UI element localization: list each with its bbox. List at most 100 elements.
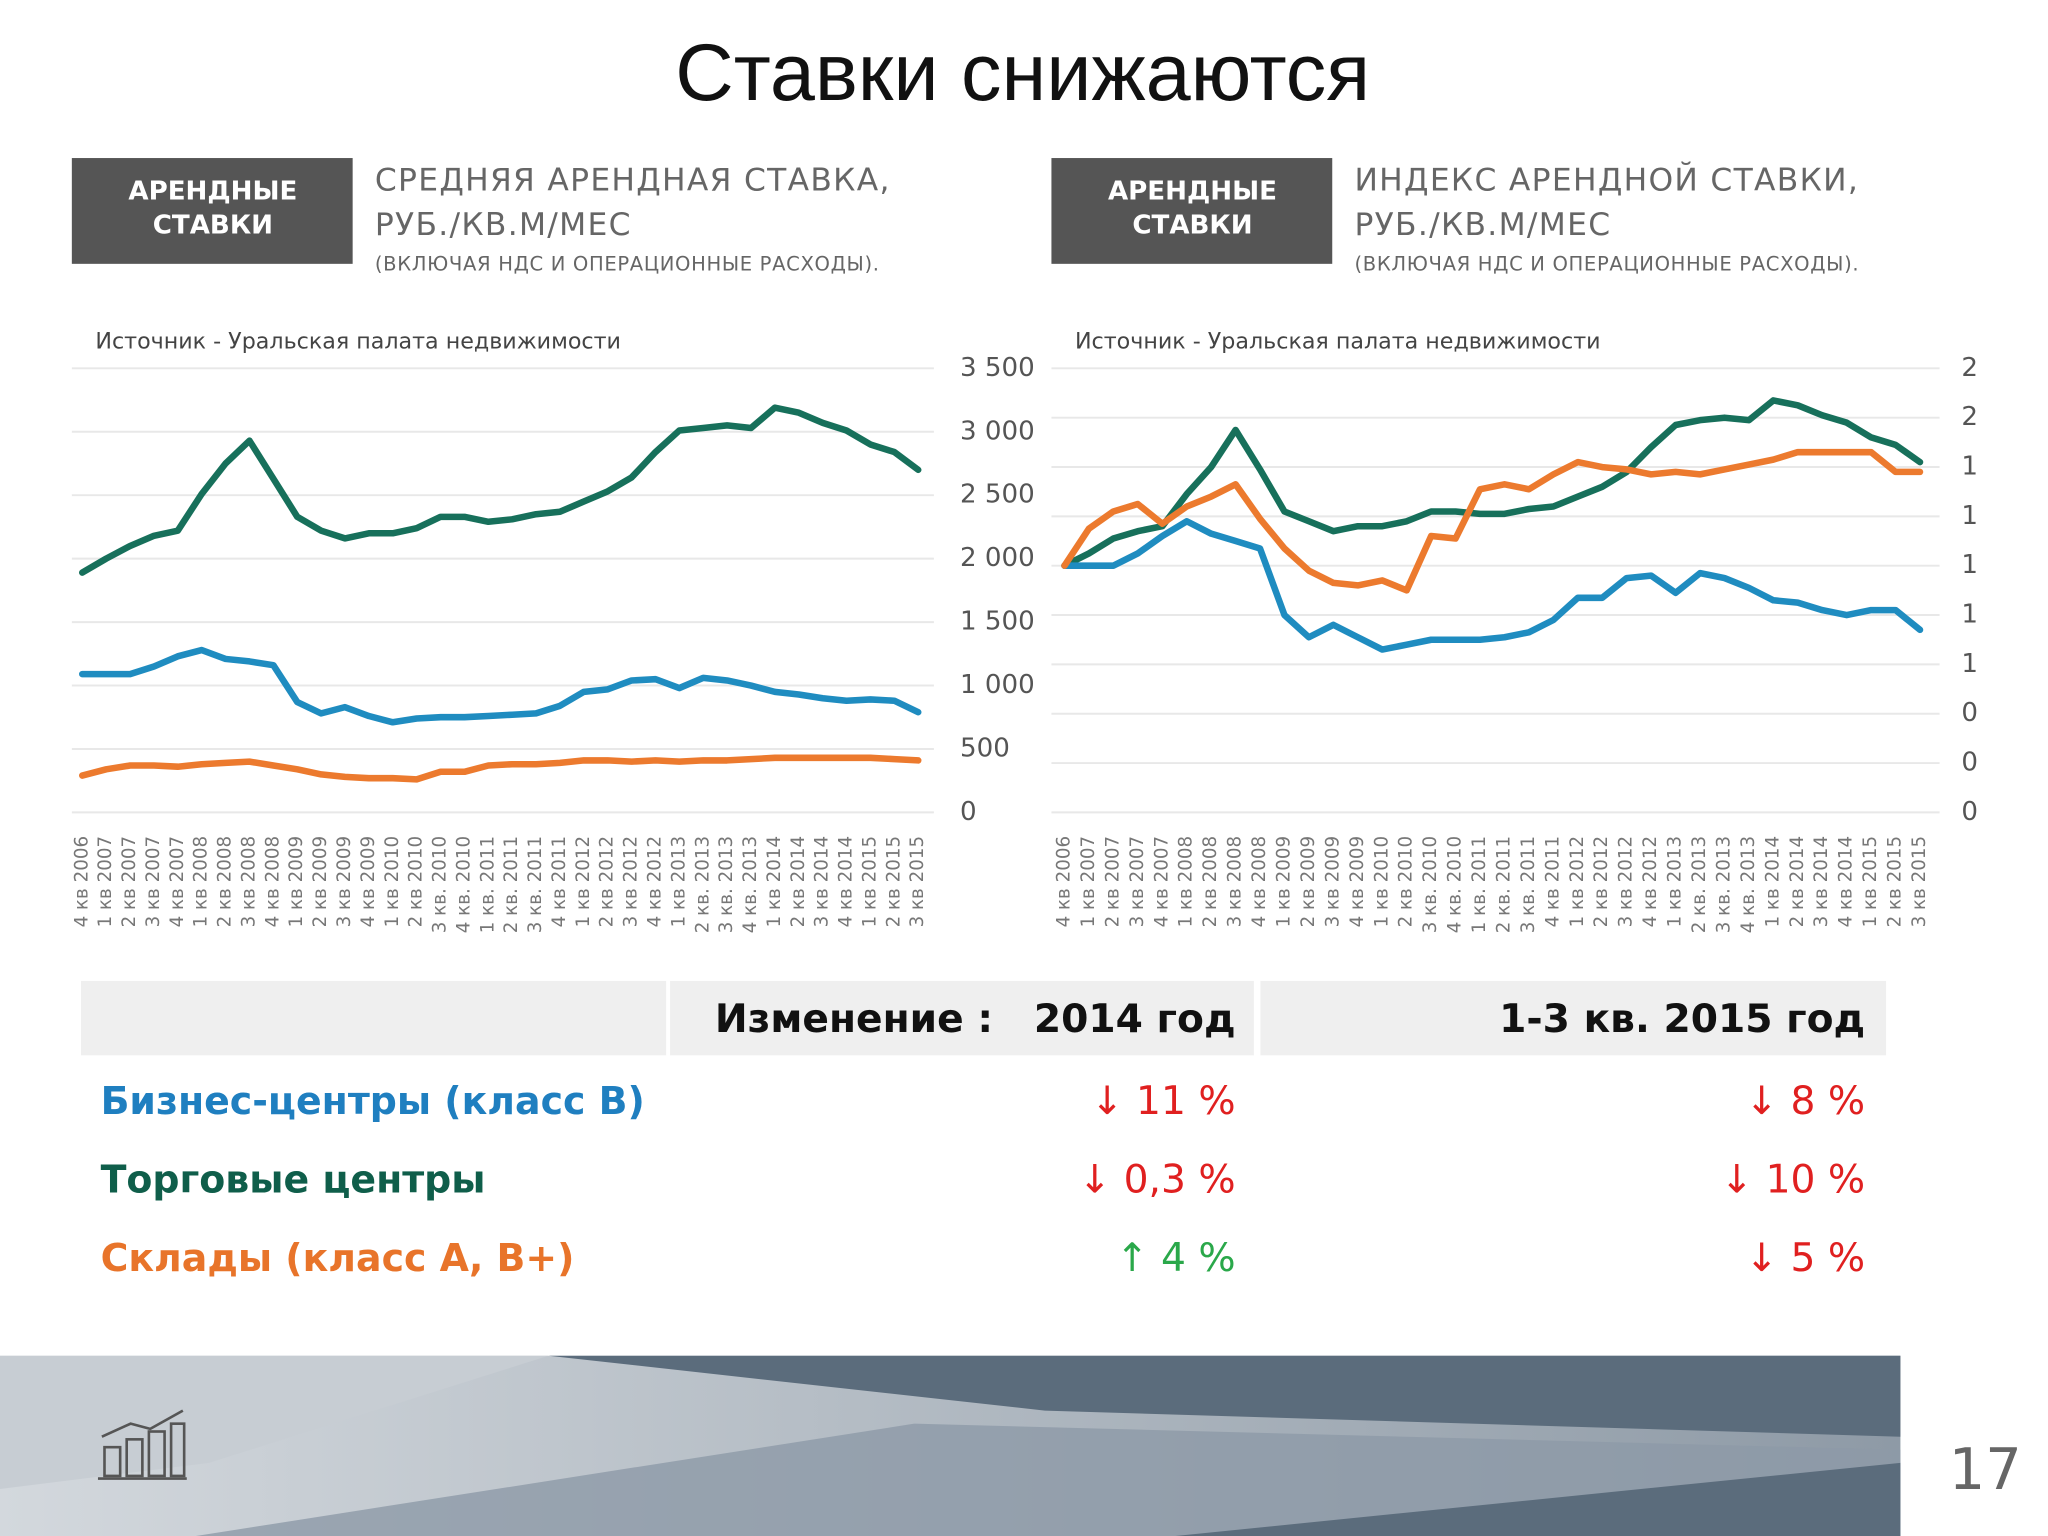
y-tick-label: 0 bbox=[1961, 698, 1978, 728]
table-column-header: Изменение : 2014 год bbox=[715, 997, 1236, 1042]
badge-text: АРЕНДНЫЕ bbox=[1108, 177, 1277, 207]
x-tick-label: 1 кв 2013 bbox=[1665, 836, 1686, 928]
x-tick-label: 2 кв. 2013 bbox=[1689, 836, 1710, 933]
x-tick-label: 3 кв 2012 bbox=[621, 836, 642, 928]
footer-band bbox=[0, 1355, 1901, 1536]
line-series bbox=[79, 404, 922, 576]
table-row-label: Склады (класс А, В+) bbox=[101, 1236, 575, 1280]
x-tick-label: 2 кв 2010 bbox=[1396, 836, 1417, 928]
x-tick-label: 1 кв 2008 bbox=[1176, 836, 1197, 928]
x-tick-label: 1 кв 2007 bbox=[95, 836, 116, 928]
x-tick-label: 3 кв 2007 bbox=[1127, 836, 1148, 928]
y-tick-label: 3 500 bbox=[960, 353, 1035, 383]
x-tick-label: 2 кв 2015 bbox=[883, 836, 904, 928]
x-tick-label: 2 кв 2009 bbox=[1298, 836, 1319, 928]
x-tick-label: 4 кв 2007 bbox=[1151, 836, 1172, 928]
chart-source: Источник - Уральская палата недвижимости bbox=[1075, 329, 1601, 355]
chart-source: Источник - Уральская палата недвижимости bbox=[95, 329, 621, 355]
table-column-header: 1-3 кв. 2015 год bbox=[1499, 997, 1865, 1042]
x-tick-label: 1 кв 2010 bbox=[1371, 836, 1392, 928]
x-tick-label: 2 кв 2014 bbox=[788, 836, 809, 928]
badge-text: СТАВКИ bbox=[1132, 210, 1252, 240]
chart-title: РУБ./КВ.М/МЕС bbox=[1354, 207, 1611, 243]
x-tick-label: 3 кв 2012 bbox=[1616, 836, 1637, 928]
x-tick-label: 1 кв. 2011 bbox=[477, 836, 498, 933]
line-series bbox=[1061, 448, 1924, 594]
x-tick-label: 2 кв 2010 bbox=[406, 836, 427, 928]
x-tick-label: 3 кв 2008 bbox=[238, 836, 259, 928]
slide-title: Ставки снижаются bbox=[675, 28, 1370, 118]
x-tick-label: 3 кв. 2013 bbox=[716, 836, 737, 933]
x-tick-label: 3 кв 2014 bbox=[1811, 836, 1832, 928]
x-tick-label: 4 кв 2011 bbox=[1542, 836, 1563, 928]
line-series bbox=[1061, 397, 1924, 569]
chart-subtitle: (ВКЛЮЧАЯ НДС И ОПЕРАЦИОННЫЕ РАСХОДЫ). bbox=[1354, 253, 1859, 276]
x-tick-label: 2 кв. 2011 bbox=[1493, 836, 1514, 933]
table-header bbox=[80, 980, 1887, 1056]
table-cell: ↓ 8 % bbox=[1745, 1079, 1865, 1124]
x-tick-label: 1 кв 2013 bbox=[668, 836, 689, 928]
x-tick-label: 3 кв 2014 bbox=[812, 836, 833, 928]
x-tick-label: 3 кв 2008 bbox=[1225, 836, 1246, 928]
line-series bbox=[79, 754, 922, 783]
x-tick-label: 2 кв 2008 bbox=[215, 836, 236, 928]
x-tick-label: 4 кв 2008 bbox=[1249, 836, 1270, 928]
x-tick-label: 3 кв. 2010 bbox=[1420, 836, 1441, 933]
table-cell: ↓ 11 % bbox=[1091, 1079, 1236, 1124]
y-tick-label: 500 bbox=[960, 733, 1010, 763]
y-tick-label: 2 bbox=[1961, 353, 1978, 383]
badge-box bbox=[71, 158, 353, 264]
x-tick-label: 4 кв 2012 bbox=[1640, 836, 1661, 928]
table-row-label: Торговые центры bbox=[101, 1158, 486, 1202]
y-tick-label: 0 bbox=[960, 797, 977, 827]
x-tick-label: 3 кв 2015 bbox=[1909, 836, 1930, 928]
line-series bbox=[1061, 518, 1924, 653]
y-tick-label: 1 bbox=[1961, 501, 1978, 531]
y-tick-label: 1 bbox=[1961, 550, 1978, 580]
x-tick-label: 3 кв 2007 bbox=[143, 836, 164, 928]
table-cell: ↑ 4 % bbox=[1116, 1236, 1236, 1281]
table-cell: ↓ 10 % bbox=[1720, 1158, 1865, 1203]
x-tick-label: 2 кв 2012 bbox=[1591, 836, 1612, 928]
x-tick-label: 1 кв 2015 bbox=[859, 836, 880, 928]
x-tick-label: 1 кв 2012 bbox=[1567, 836, 1588, 928]
x-tick-label: 2 кв 2015 bbox=[1885, 836, 1906, 928]
x-tick-label: 3 кв. 2013 bbox=[1713, 836, 1734, 933]
y-tick-label: 1 bbox=[1961, 600, 1978, 630]
x-tick-label: 4 кв. 2010 bbox=[1445, 836, 1466, 933]
y-tick-label: 1 500 bbox=[960, 607, 1035, 637]
x-tick-label: 2 кв 2007 bbox=[119, 836, 140, 928]
x-tick-label: 2 кв 2008 bbox=[1200, 836, 1221, 928]
chart-title: РУБ./КВ.М/МЕС bbox=[375, 207, 632, 243]
chart-subtitle: (ВКЛЮЧАЯ НДС И ОПЕРАЦИОННЫЕ РАСХОДЫ). bbox=[375, 253, 880, 276]
chart-icon bbox=[97, 1409, 187, 1480]
x-tick-label: 2 кв. 2011 bbox=[501, 836, 522, 933]
x-tick-label: 4 кв 2014 bbox=[836, 836, 857, 928]
x-tick-label: 4 кв. 2013 bbox=[740, 836, 761, 933]
chart-title: ИНДЕКС АРЕНДНОЙ СТАВКИ, bbox=[1354, 161, 1859, 199]
x-tick-label: 4 кв 2006 bbox=[1053, 836, 1074, 928]
x-tick-label: 1 кв 2010 bbox=[382, 836, 403, 928]
x-tick-label: 1 кв 2012 bbox=[573, 836, 594, 928]
x-tick-label: 1 кв 2014 bbox=[1762, 836, 1783, 928]
x-tick-label: 4 кв 2008 bbox=[262, 836, 283, 928]
x-tick-label: 3 кв. 2011 bbox=[1518, 836, 1539, 933]
x-tick-label: 3 кв. 2011 bbox=[525, 836, 546, 933]
x-tick-label: 3 кв 2015 bbox=[907, 836, 928, 928]
line-series bbox=[79, 646, 922, 726]
x-tick-label: 1 кв 2009 bbox=[1273, 836, 1294, 928]
table-cell: ↓ 0,3 % bbox=[1078, 1158, 1235, 1203]
x-tick-label: 2 кв 2007 bbox=[1102, 836, 1123, 928]
y-tick-label: 0 bbox=[1961, 797, 1978, 827]
x-tick-label: 1 кв 2007 bbox=[1078, 836, 1099, 928]
x-tick-label: 2 кв 2009 bbox=[310, 836, 331, 928]
x-tick-label: 2 кв 2012 bbox=[597, 836, 618, 928]
y-tick-label: 0 bbox=[1961, 748, 1978, 778]
y-tick-label: 2 000 bbox=[960, 543, 1035, 573]
x-tick-label: 1 кв 2008 bbox=[191, 836, 212, 928]
y-tick-label: 3 000 bbox=[960, 416, 1035, 446]
table-row-label: Бизнес-центры (класс В) bbox=[101, 1079, 645, 1123]
x-tick-label: 4 кв 2009 bbox=[358, 836, 379, 928]
x-tick-label: 4 кв. 2013 bbox=[1738, 836, 1759, 933]
x-tick-label: 4 кв. 2010 bbox=[453, 836, 474, 933]
